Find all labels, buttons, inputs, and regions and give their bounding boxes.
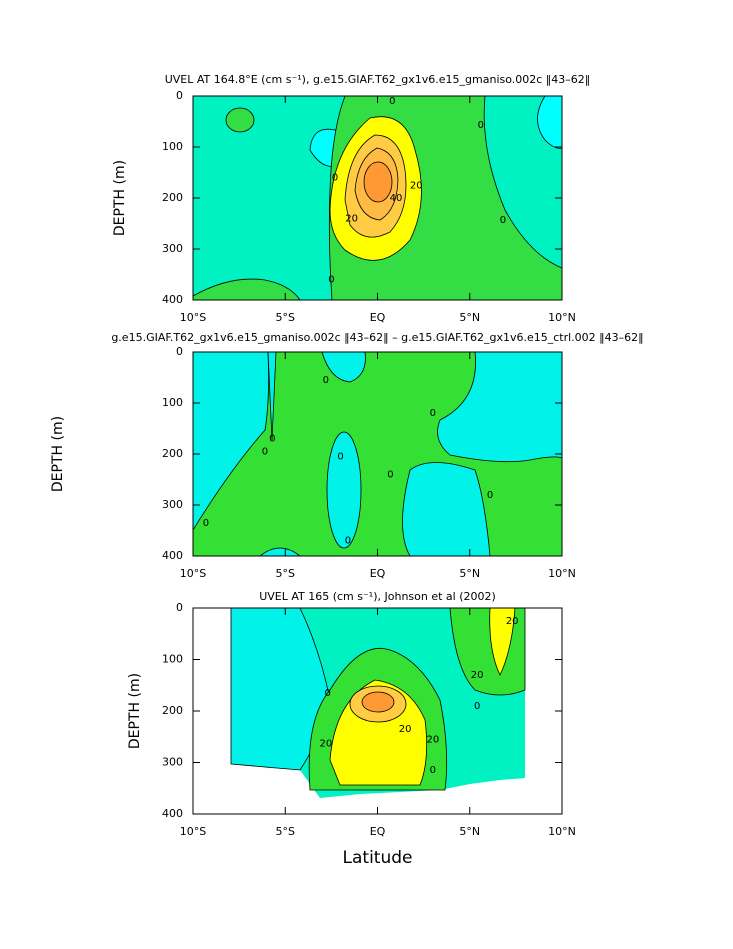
contour-label: 0: [430, 765, 436, 776]
x-axis-label: Latitude: [343, 848, 413, 868]
y-tick-label: 300: [162, 498, 183, 511]
x-tick-label: 5°S: [276, 567, 295, 580]
y-tick-label: 200: [162, 191, 183, 204]
y-tick-label: 300: [162, 756, 183, 769]
y-axis-label: DEPTH (m): [112, 160, 128, 236]
contour-label: 20: [345, 213, 358, 224]
contour-label: 0: [203, 518, 209, 529]
y-tick-label: 0: [176, 601, 183, 614]
contour-label: 0: [332, 173, 338, 184]
x-tick-label: EQ: [370, 567, 386, 580]
y-tick-label: 400: [162, 293, 183, 306]
contour-label: 0: [328, 275, 334, 286]
contour-fill: [193, 352, 562, 556]
contour-label: 0: [387, 469, 393, 480]
contour-label: 0: [262, 446, 268, 457]
contour-label: 0: [269, 434, 275, 445]
contour-label: 0: [430, 408, 436, 419]
x-tick-label: 10°S: [180, 825, 206, 838]
x-tick-label: 5°N: [459, 567, 480, 580]
chart-title: g.e15.GIAF.T62_gx1v6.e15_gmaniso.002c ‖4…: [111, 331, 643, 344]
y-tick-label: 200: [162, 447, 183, 460]
x-tick-label: 5°S: [276, 311, 295, 324]
x-tick-label: EQ: [370, 825, 386, 838]
y-tick-label: 100: [162, 653, 183, 666]
contour-label: 0: [500, 215, 506, 226]
contour-label: 0: [478, 120, 484, 131]
y-tick-label: 100: [162, 140, 183, 153]
contour-fill: [193, 96, 562, 300]
contour-label: 0: [474, 701, 480, 712]
contour-label: 0: [487, 490, 493, 501]
axes: UVEL AT 164.8°E (cm s⁻¹), g.e15.GIAF.T62…: [50, 73, 644, 868]
x-tick-label: 10°N: [548, 825, 576, 838]
chart-title: UVEL AT 164.8°E (cm s⁻¹), g.e15.GIAF.T62…: [165, 73, 591, 86]
contour-label: 0: [345, 536, 351, 547]
x-tick-label: 5°N: [459, 825, 480, 838]
contour-label: 20: [399, 724, 412, 735]
contour-label: 20: [319, 738, 332, 749]
x-tick-label: 5°N: [459, 311, 480, 324]
chart-title: UVEL AT 165 (cm s⁻¹), Johnson et al (200…: [259, 590, 496, 603]
contour-label: 0: [337, 452, 343, 463]
y-tick-label: 0: [176, 345, 183, 358]
x-tick-label: 5°S: [276, 825, 295, 838]
y-tick-label: 0: [176, 89, 183, 102]
y-axis-label: DEPTH (m): [127, 673, 143, 749]
y-tick-label: 200: [162, 704, 183, 717]
y-tick-label: 300: [162, 242, 183, 255]
y-tick-label: 100: [162, 396, 183, 409]
y-tick-label: 400: [162, 807, 183, 820]
contour-label: 0: [323, 375, 329, 386]
contour-label: 20: [506, 616, 519, 627]
contour-fill: [230, 608, 526, 798]
contour-label: 20: [410, 180, 423, 191]
x-tick-label: 10°N: [548, 311, 576, 324]
y-tick-label: 400: [162, 549, 183, 562]
contour-label: 20: [471, 670, 484, 681]
contour-label: 40: [390, 193, 403, 204]
contour-label: 0: [389, 96, 395, 107]
x-tick-label: 10°S: [180, 311, 206, 324]
x-tick-label: 10°N: [548, 567, 576, 580]
contour-label: 20: [426, 734, 439, 745]
x-tick-label: EQ: [370, 311, 386, 324]
y-axis-label: DEPTH (m): [50, 416, 66, 492]
x-tick-label: 10°S: [180, 567, 206, 580]
contour-label: 0: [324, 688, 330, 699]
